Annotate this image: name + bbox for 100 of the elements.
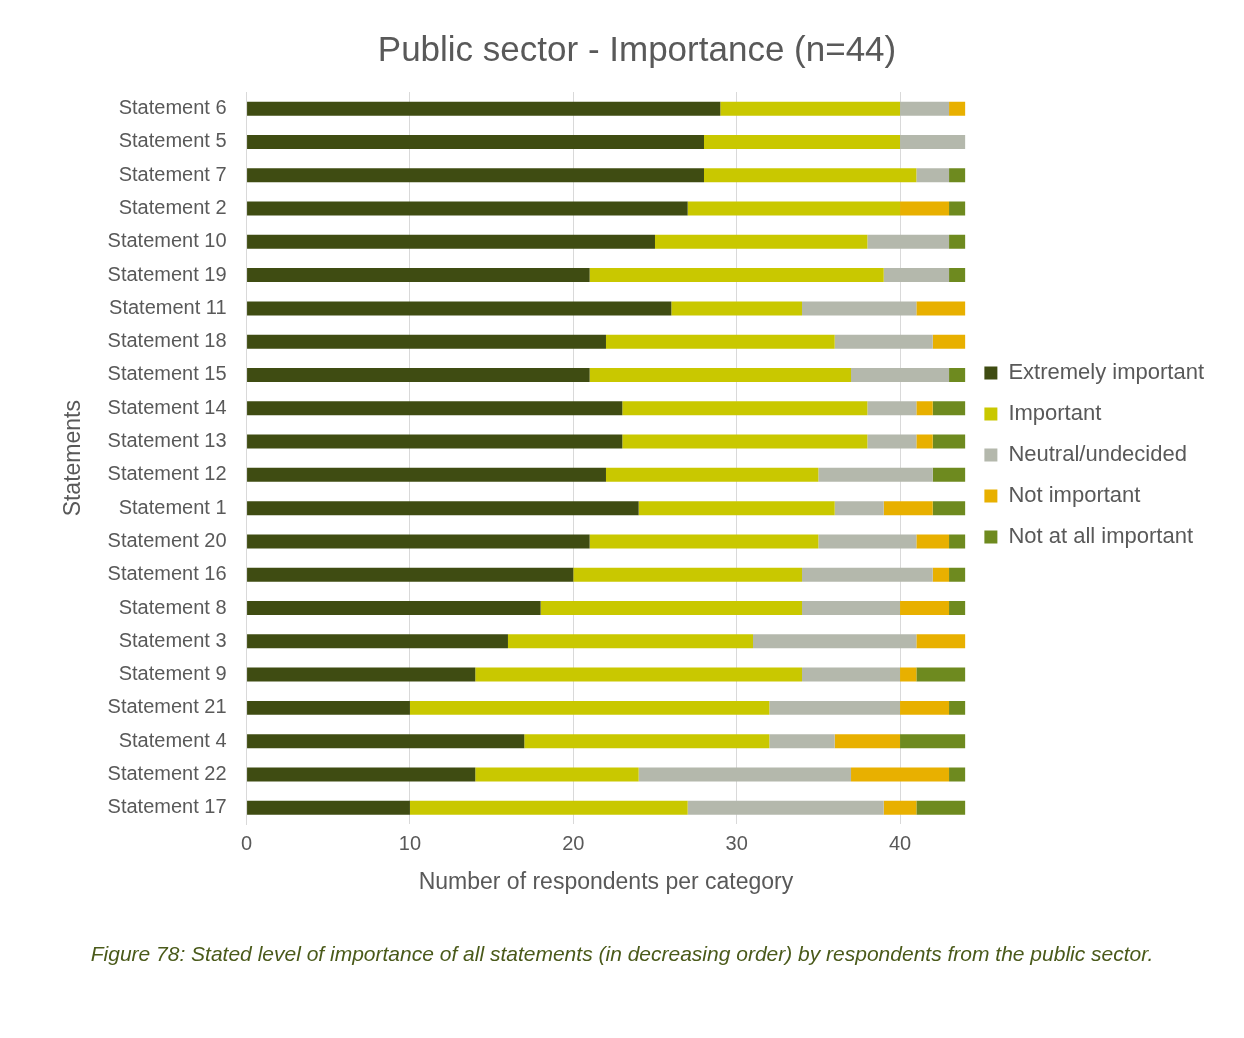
bar [769, 700, 901, 715]
bar [671, 301, 803, 316]
bar [900, 601, 950, 615]
bar [247, 634, 508, 649]
bar [247, 234, 655, 249]
bar [916, 534, 950, 549]
bar [573, 567, 803, 582]
bar [589, 534, 819, 549]
bar [507, 634, 754, 649]
x-tick-label: 0 [241, 831, 253, 854]
bar [818, 534, 917, 549]
bar [704, 134, 901, 149]
bar [802, 301, 917, 316]
bar [834, 501, 884, 516]
y-tick-label: Statement 2 [118, 196, 227, 219]
bar [247, 268, 590, 283]
bar [247, 201, 688, 216]
legend-label: Neutral/undecided [1008, 441, 1187, 467]
y-tick-label: Statement 16 [107, 562, 227, 585]
bar [949, 601, 966, 615]
bar [247, 767, 476, 782]
bar [867, 434, 917, 449]
bar [883, 268, 950, 283]
y-tick-label: Statement 17 [107, 795, 227, 818]
bar [916, 634, 966, 649]
y-tick-label: Statement 19 [107, 262, 227, 285]
bar [949, 700, 966, 715]
x-tick-label: 10 [398, 831, 422, 854]
y-tick-label: Statement 6 [118, 96, 227, 119]
bar [247, 601, 541, 615]
bar [949, 201, 966, 216]
y-tick-label: Statement 7 [118, 162, 227, 185]
bar [247, 534, 590, 549]
bar [622, 401, 868, 416]
bar [900, 700, 950, 715]
bar [475, 767, 639, 782]
bar [900, 734, 966, 749]
x-axis-title: Number of respondents per category [418, 867, 794, 894]
bar [818, 467, 933, 482]
bar [605, 334, 835, 349]
y-tick-label: Statement 9 [118, 662, 227, 685]
chart-title: Public sector - Importance (n=44) [377, 28, 897, 68]
y-tick-label: Statement 4 [118, 728, 227, 751]
bar [687, 800, 884, 815]
bar [916, 667, 966, 682]
legend-label: Important [1008, 400, 1102, 426]
bar [802, 567, 933, 582]
bar [932, 401, 966, 416]
y-tick-label: Statement 11 [109, 295, 227, 318]
bar [247, 101, 721, 116]
y-tick-label: Statement 15 [107, 362, 227, 385]
caption: Figure 78: Stated level of importance of all statements (in decreasing order) by respondents from the public sector. [89, 941, 1155, 967]
bar [949, 767, 966, 782]
bar [589, 268, 884, 283]
y-tick-label: Statement 21 [107, 695, 227, 718]
bar [802, 601, 901, 615]
bar [932, 501, 966, 516]
bar [638, 501, 835, 516]
bar [834, 734, 901, 749]
legend-label: Not important [1008, 482, 1141, 508]
bar [638, 767, 852, 782]
bar [883, 501, 933, 516]
bar [247, 434, 623, 449]
bar [949, 268, 966, 283]
bar [802, 667, 901, 682]
bar [851, 367, 950, 382]
bar [932, 567, 950, 582]
y-tick-label: Statement 18 [107, 329, 227, 352]
bar [949, 234, 966, 249]
bar [851, 767, 950, 782]
bar [247, 700, 410, 715]
bar [916, 800, 966, 815]
y-tick-label: Statement 3 [118, 628, 227, 651]
bar [949, 567, 966, 582]
bar [916, 401, 933, 416]
bar [247, 401, 623, 416]
bar [247, 134, 704, 149]
bar [932, 334, 966, 349]
bar [900, 101, 950, 116]
bar [247, 168, 704, 183]
y-tick-label: Statement 10 [107, 229, 227, 252]
x-tick-label: 40 [888, 831, 912, 854]
bar [524, 734, 770, 749]
y-tick-label: Statement 8 [118, 595, 227, 618]
bar [475, 667, 803, 682]
bar [916, 434, 933, 449]
bar [247, 734, 525, 749]
bar [589, 367, 852, 382]
bar [949, 168, 966, 183]
y-tick-label: Statement 22 [107, 761, 227, 784]
legend-label: Not at all important [1008, 523, 1194, 549]
bar [409, 700, 770, 715]
bar [949, 101, 966, 116]
y-tick-label: Statement 5 [118, 129, 227, 152]
y-tick-label: Statement 13 [107, 429, 227, 452]
bar [687, 201, 901, 216]
bar [704, 168, 917, 183]
bar [900, 667, 917, 682]
bar [932, 434, 966, 449]
bar [916, 301, 966, 316]
